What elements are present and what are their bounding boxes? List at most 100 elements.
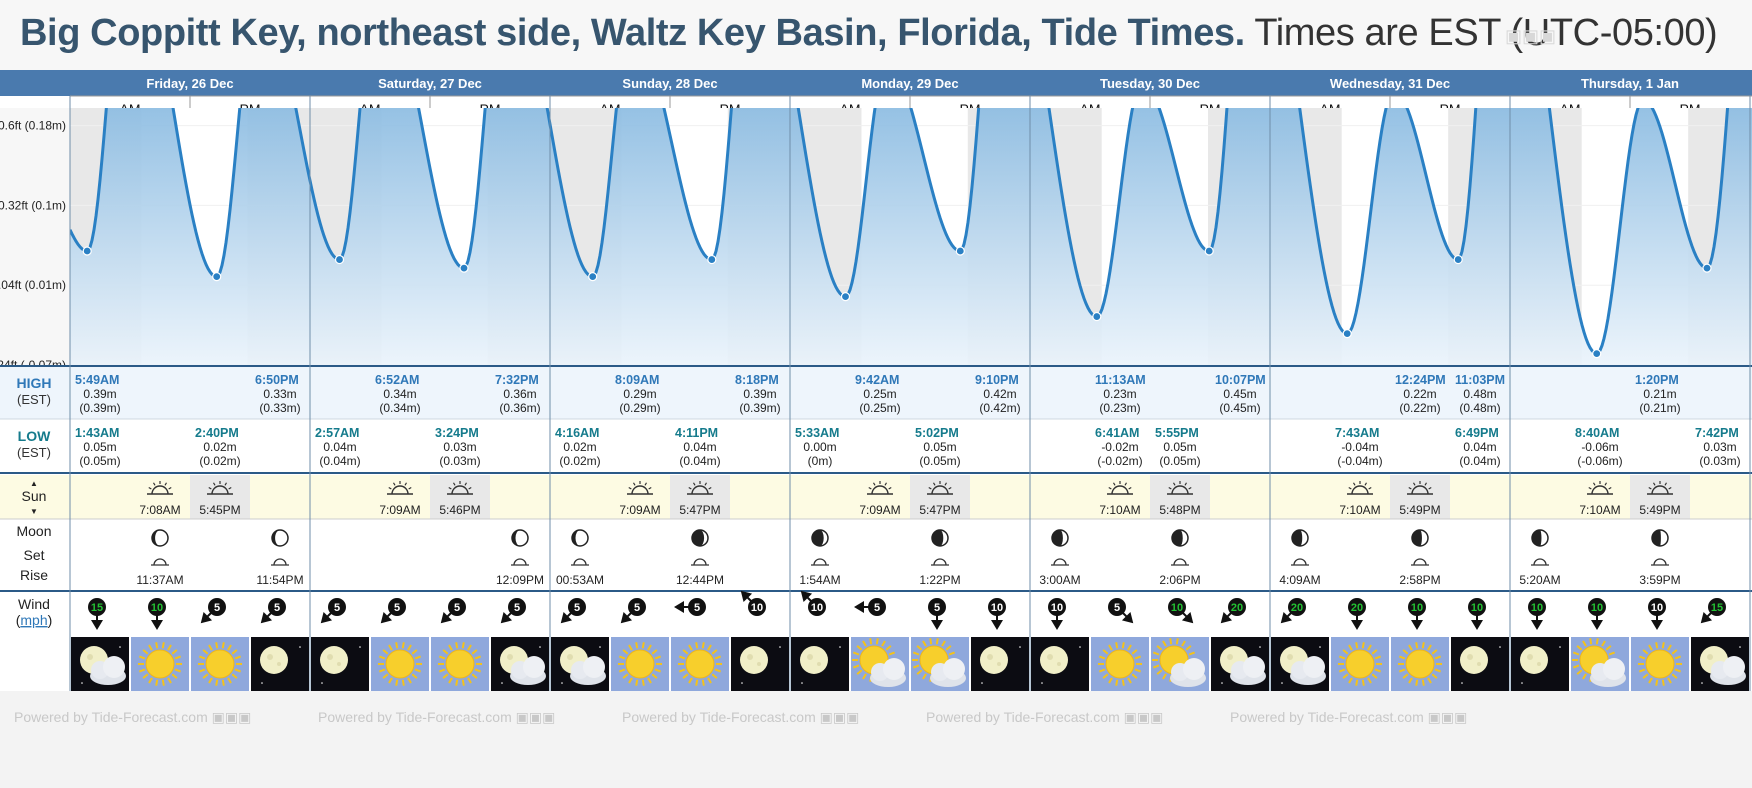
wind-speed-badge — [688, 598, 706, 616]
wind-speed-badge — [328, 598, 346, 616]
low-tide-metric: (0.05m) — [919, 454, 960, 468]
night-cloud-icon — [1691, 637, 1749, 691]
low-tide-metric: (-0.06m) — [1577, 454, 1622, 468]
wind-speed: 10 — [1651, 602, 1663, 614]
sunrise-icon — [147, 481, 173, 495]
wind-speed-badge — [88, 598, 106, 616]
night-cloud-icon — [1271, 637, 1329, 691]
sunrise-icon — [627, 481, 653, 495]
sunrise-time: 7:08AM — [139, 503, 180, 517]
low-tide-metric: (0.04m) — [679, 454, 720, 468]
wind-speed-badge — [1708, 598, 1726, 616]
high-tide-height: 0.33m — [263, 387, 296, 401]
moon-horizon-icon — [1411, 558, 1429, 566]
low-tide-time: 7:43AM — [1335, 426, 1379, 440]
day-label: Friday, 26 Dec — [146, 76, 233, 91]
low-tide-time: 7:42PM — [1695, 426, 1739, 440]
low-tide-metric: (0.02m) — [559, 454, 600, 468]
night-cloud-icon — [491, 637, 549, 691]
day-label: Sunday, 28 Dec — [622, 76, 717, 91]
moon-phase-icon — [1171, 529, 1189, 547]
night-moon-icon — [251, 637, 309, 691]
wind-speed-badge — [928, 598, 946, 616]
moon-horizon-icon — [1651, 558, 1669, 566]
wind-unit-link[interactable]: mph — [20, 612, 47, 628]
moon-phase-icon — [931, 529, 949, 547]
wind-speed: 5 — [274, 602, 280, 614]
sunset-time: 5:49PM — [1399, 503, 1440, 517]
low-tide-point — [459, 263, 469, 273]
day-label: Wednesday, 31 Dec — [1330, 76, 1450, 91]
high-tide-time: 6:52AM — [375, 373, 419, 387]
high-tide-height: 0.39m — [83, 387, 116, 401]
wind-speed-badge — [1108, 598, 1126, 616]
high-tide-time: 8:09AM — [615, 373, 659, 387]
high-tide-metric: (0.23m) — [1099, 401, 1140, 415]
sunrise-icon — [1347, 481, 1373, 495]
high-tide-time: 10:07PM — [1215, 373, 1266, 387]
low-tide-height: 0.05m — [83, 440, 116, 454]
sun-icon — [1391, 637, 1449, 691]
sunset-time: 5:49PM — [1639, 503, 1680, 517]
sunrise-icon — [1587, 481, 1613, 495]
moon-horizon-icon — [1531, 558, 1549, 566]
sunrise-time: 7:10AM — [1579, 503, 1620, 517]
wind-speed: 5 — [934, 602, 940, 614]
sun-cloud-icon — [911, 637, 969, 691]
sun-cloud-icon — [1151, 637, 1209, 691]
sunset-time: 5:45PM — [199, 503, 240, 517]
wind-speed: 5 — [514, 602, 520, 614]
sun-cloud-icon — [1571, 637, 1629, 691]
wind-speed-badge — [1408, 598, 1426, 616]
night-cloud-icon — [551, 637, 609, 691]
high-tide-metric: (0.39m) — [79, 401, 120, 415]
wind-speed: 5 — [454, 602, 460, 614]
low-tide-time: 1:43AM — [75, 426, 119, 440]
low-tide-point — [707, 254, 717, 265]
moon-horizon-icon — [1291, 558, 1309, 566]
moon-time: 12:44PM — [676, 573, 724, 587]
wind-speed: 15 — [91, 602, 103, 614]
moon-phase-icon — [811, 529, 829, 547]
wind-speed-badge — [868, 598, 886, 616]
wind-speed-badge — [1648, 598, 1666, 616]
sun-icon — [191, 637, 249, 691]
low-tide-time: 4:11PM — [675, 426, 718, 440]
high-tide-height: 0.29m — [623, 387, 656, 401]
moon-phase-icon — [691, 529, 709, 547]
moon-phase-icon — [1651, 529, 1669, 547]
low-tide-point — [212, 272, 222, 282]
moon-time: 2:06PM — [1159, 573, 1200, 587]
sun-row-label: Sun — [22, 488, 47, 504]
high-label-bg — [0, 367, 70, 419]
low-tide-time: 3:24PM — [435, 426, 479, 440]
high-tide-time: 11:13AM — [1095, 373, 1146, 387]
wind-speed: 15 — [1711, 602, 1723, 614]
sun-cloud-icon — [851, 637, 909, 691]
sunset-icon — [1407, 481, 1433, 495]
wind-speed: 5 — [574, 602, 580, 614]
sunset-time: 5:48PM — [1159, 503, 1200, 517]
moon-time: 1:22PM — [919, 573, 960, 587]
sunset-time: 5:46PM — [439, 503, 480, 517]
watermark-text: Powered by Tide-Forecast.com ▣▣▣ — [14, 709, 251, 725]
low-tide-height: 0.00m — [803, 440, 836, 454]
high-tide-time: 9:42AM — [855, 373, 899, 387]
high-tide-metric: (0.25m) — [859, 401, 900, 415]
low-tide-height: 0.04m — [1463, 440, 1496, 454]
wind-speed: 5 — [874, 602, 880, 614]
moon-time: 4:09AM — [1279, 573, 1320, 587]
high-tide-time: 9:10PM — [975, 373, 1019, 387]
low-tide-point — [1453, 254, 1463, 265]
night-cloud-icon — [71, 637, 129, 691]
sun-icon — [131, 637, 189, 691]
sunset-icon — [687, 481, 713, 495]
moon-phase-icon — [1051, 529, 1069, 547]
ampm-row — [70, 96, 1752, 108]
day-label: Monday, 29 Dec — [861, 76, 958, 91]
watermark-icons: ▣▣▣ — [1505, 26, 1557, 46]
moon-time: 3:59PM — [1639, 573, 1680, 587]
wind-speed-badge — [1588, 598, 1606, 616]
moon-horizon-icon — [571, 558, 589, 566]
high-tide-time: 6:50PM — [255, 373, 299, 387]
